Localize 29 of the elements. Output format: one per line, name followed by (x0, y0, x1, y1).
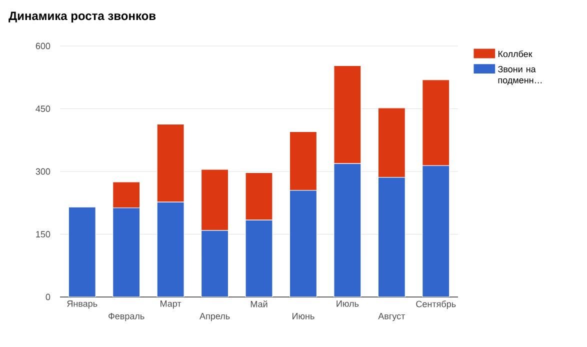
y-tick-label: 300 (36, 168, 50, 175)
x-tick-label: Сентябрь (416, 300, 456, 309)
bar (378, 177, 406, 297)
x-tick-label: Январь (67, 300, 98, 309)
y-tick-label: 450 (36, 106, 50, 112)
bar (289, 190, 318, 297)
bar (334, 163, 362, 297)
y-tick-label: 150 (36, 231, 50, 238)
x-tick-label: Март (160, 300, 182, 309)
bar (200, 169, 229, 231)
legend-label: Коллбек (498, 50, 532, 58)
x-tick-label: Июль (336, 300, 359, 307)
x-tick-label: Июнь (292, 313, 314, 320)
x-tick-label: Февраль (108, 312, 144, 322)
bar (245, 220, 273, 297)
bar (156, 202, 184, 297)
bar (245, 172, 273, 220)
bar (112, 182, 140, 208)
x-tick-label: Август (378, 313, 406, 322)
bar (200, 230, 229, 297)
bar (68, 206, 96, 297)
bar (112, 208, 140, 297)
x-tick-label: Апрель (200, 313, 230, 322)
x-tick-label: Май (250, 300, 268, 308)
chart-title: Динамика роста звонков (8, 12, 156, 22)
legend-label: Звони на подменн… (498, 66, 542, 86)
y-tick-label: 600 (36, 42, 50, 50)
y-tick-label: 0 (46, 294, 50, 300)
bar (422, 165, 450, 297)
